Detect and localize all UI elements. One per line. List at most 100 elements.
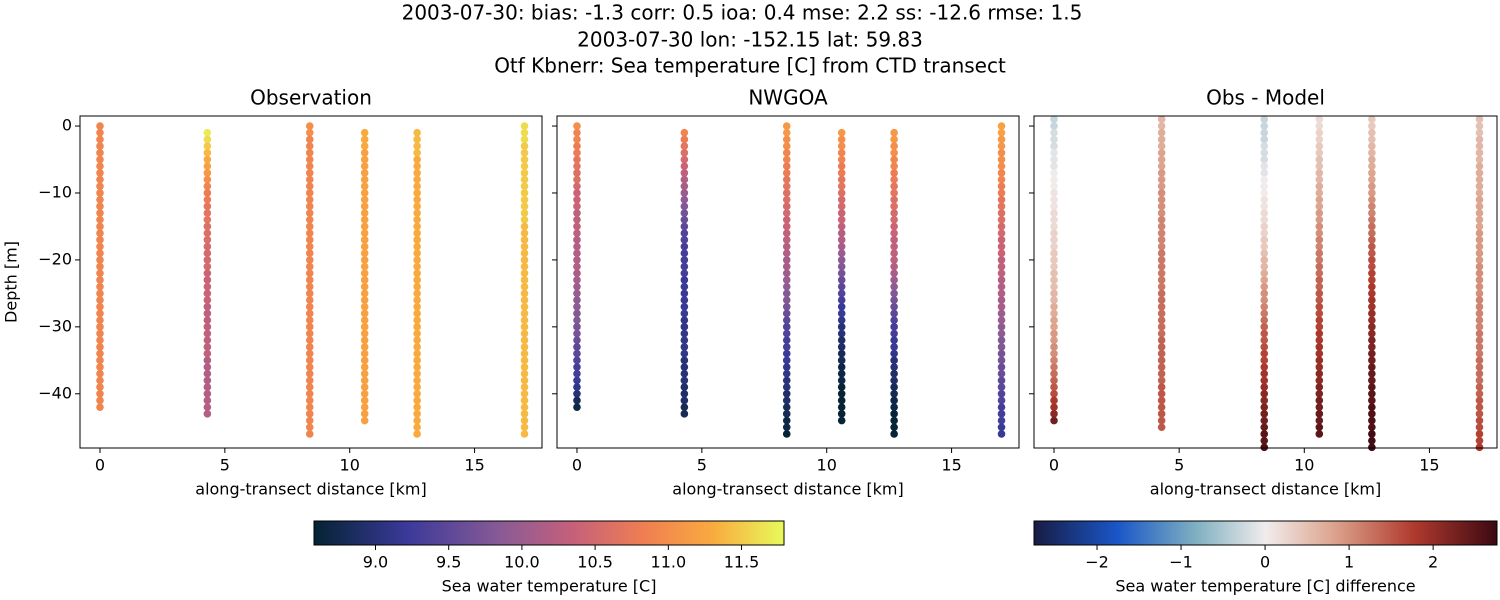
data-point bbox=[837, 276, 846, 284]
data-point bbox=[1260, 376, 1269, 385]
suptitle: 2003-07-30: bias: -1.3 corr: 0.5 ioa: 0.… bbox=[402, 1, 1083, 25]
data-point bbox=[360, 169, 369, 177]
data-point bbox=[360, 316, 369, 324]
data-point bbox=[1050, 115, 1058, 124]
data-point bbox=[520, 383, 529, 391]
data-point bbox=[1475, 262, 1484, 271]
data-point bbox=[782, 383, 791, 391]
data-point bbox=[997, 309, 1006, 318]
data-point bbox=[837, 215, 846, 224]
data-point bbox=[1315, 416, 1324, 425]
data-point bbox=[573, 256, 581, 264]
data-point bbox=[1050, 363, 1058, 371]
data-point bbox=[837, 349, 846, 358]
data-point bbox=[1315, 135, 1324, 144]
data-point bbox=[520, 222, 529, 231]
data-point bbox=[413, 215, 421, 224]
axes-frame bbox=[1033, 115, 1498, 449]
data-point bbox=[360, 383, 369, 391]
data-point bbox=[680, 128, 689, 137]
data-point bbox=[890, 309, 898, 318]
data-point bbox=[782, 202, 791, 211]
data-point bbox=[680, 149, 689, 157]
data-point bbox=[997, 209, 1006, 217]
data-point bbox=[1368, 135, 1376, 144]
data-point bbox=[305, 122, 314, 130]
data-point bbox=[680, 336, 689, 345]
data-point bbox=[1157, 336, 1166, 345]
data-point bbox=[305, 242, 314, 251]
panel-title: Observation bbox=[250, 86, 372, 110]
data-point bbox=[1157, 222, 1166, 231]
data-point bbox=[837, 182, 846, 191]
data-point bbox=[837, 282, 846, 291]
data-point bbox=[890, 169, 898, 177]
data-point bbox=[1475, 302, 1484, 311]
data-point bbox=[305, 155, 314, 164]
data-point bbox=[520, 336, 529, 345]
data-point bbox=[837, 369, 846, 378]
data-point bbox=[1315, 236, 1324, 244]
data-point bbox=[573, 376, 581, 385]
axes-frame bbox=[79, 115, 543, 449]
data-point bbox=[360, 363, 369, 371]
data-point bbox=[890, 229, 898, 237]
data-point bbox=[360, 249, 369, 258]
x-axis-label: along-transect distance [km] bbox=[195, 480, 426, 499]
data-point bbox=[573, 356, 581, 365]
x-tick-label: 0 bbox=[95, 456, 105, 475]
data-point bbox=[680, 302, 689, 311]
data-point bbox=[782, 229, 791, 237]
data-point bbox=[360, 276, 369, 284]
data-point bbox=[413, 222, 421, 231]
data-point bbox=[96, 403, 104, 411]
data-point bbox=[203, 155, 212, 164]
data-point bbox=[96, 262, 104, 271]
data-point bbox=[360, 175, 369, 184]
data-point bbox=[837, 309, 846, 318]
data-point bbox=[1050, 195, 1058, 204]
data-point bbox=[1315, 162, 1324, 171]
data-point bbox=[360, 416, 369, 425]
data-point bbox=[837, 416, 846, 425]
data-point bbox=[413, 155, 421, 164]
data-point bbox=[1475, 376, 1484, 385]
data-point bbox=[997, 276, 1006, 284]
data-point bbox=[305, 169, 314, 177]
data-point bbox=[890, 389, 898, 398]
data-point bbox=[360, 269, 369, 278]
data-point bbox=[1050, 356, 1058, 365]
data-point bbox=[680, 323, 689, 331]
data-point bbox=[1315, 302, 1324, 311]
data-point bbox=[782, 236, 791, 244]
data-point bbox=[837, 383, 846, 391]
data-point bbox=[680, 376, 689, 385]
data-point bbox=[305, 256, 314, 264]
data-point bbox=[413, 349, 421, 358]
y-tick-label: −40 bbox=[38, 383, 72, 402]
data-point bbox=[360, 302, 369, 311]
data-point bbox=[680, 242, 689, 251]
data-point bbox=[413, 403, 421, 411]
data-point bbox=[413, 182, 421, 191]
data-point bbox=[680, 182, 689, 191]
data-point bbox=[1050, 249, 1058, 258]
data-point bbox=[782, 155, 791, 164]
data-point bbox=[1475, 369, 1484, 378]
data-point bbox=[520, 189, 529, 197]
data-point bbox=[520, 416, 529, 425]
data-point bbox=[837, 262, 846, 271]
data-point bbox=[680, 343, 689, 351]
data-point bbox=[837, 175, 846, 184]
data-point bbox=[1315, 155, 1324, 164]
data-point bbox=[997, 403, 1006, 411]
data-point bbox=[782, 128, 791, 137]
y-tick-label: −20 bbox=[38, 249, 72, 268]
data-point bbox=[1260, 443, 1269, 452]
suptitle: Otf Kbnerr: Sea temperature [C] from CTD… bbox=[494, 54, 1006, 78]
data-point bbox=[680, 396, 689, 405]
data-point bbox=[1475, 229, 1484, 237]
data-point bbox=[413, 282, 421, 291]
data-point bbox=[1260, 423, 1269, 432]
data-point bbox=[203, 236, 212, 244]
